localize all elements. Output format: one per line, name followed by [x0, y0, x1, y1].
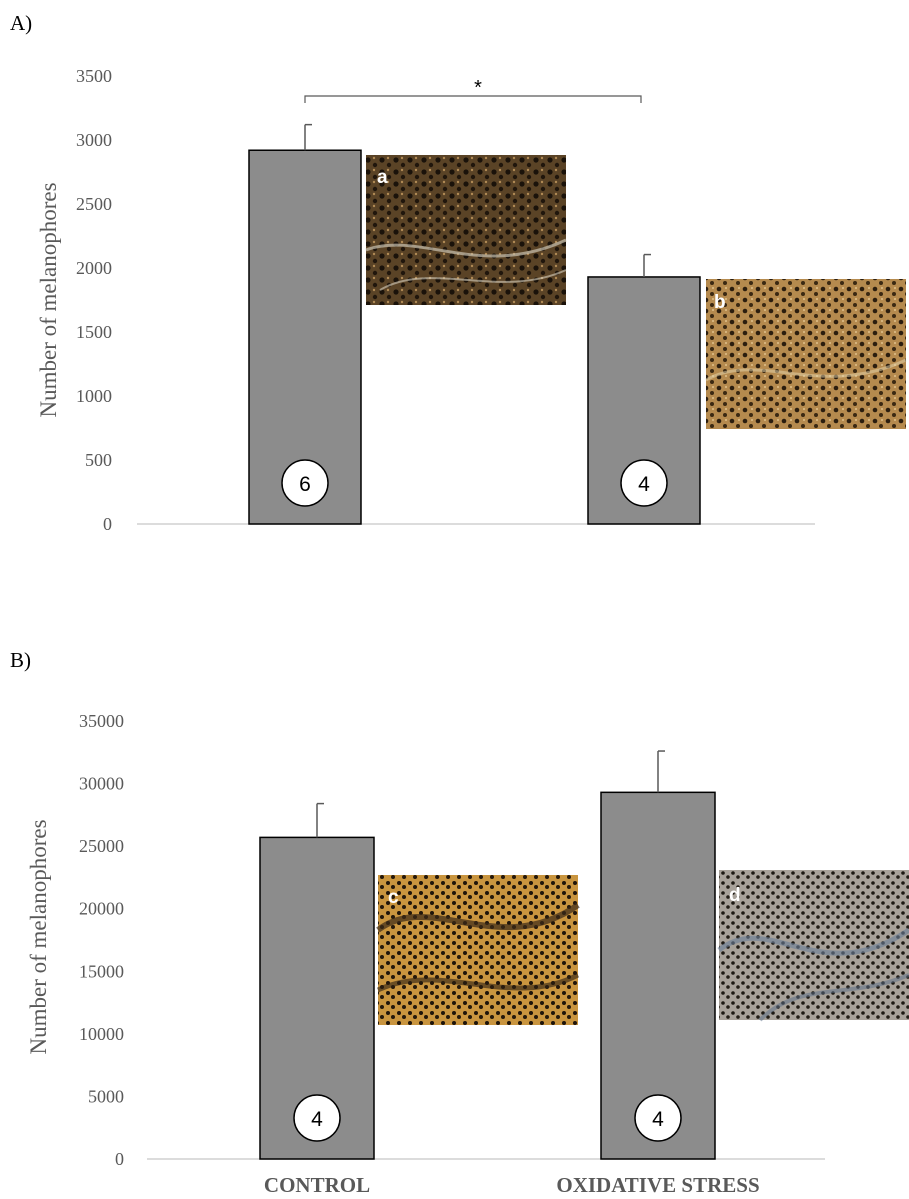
panel-b: B) 0 5000 10000 15000 20000 25000 30000 35000 N…	[10, 648, 909, 1197]
y-tick-b-10000: 10000	[79, 1024, 124, 1044]
y-tick-b-5000: 5000	[88, 1086, 124, 1106]
n-circle-a-control	[281, 459, 329, 507]
y-tick-a-1500: 1500	[76, 322, 112, 342]
y-axis-ticks-a: 0 500 1000 1500 2000 2500 3000 3500	[76, 66, 112, 534]
n-label-a-oxidative: 4	[638, 473, 650, 496]
significance-bracket	[304, 95, 642, 103]
panel-a: A) 0 500 1000 1500 2000 2500 3000 3500 Number o…	[10, 11, 907, 534]
micrograph-b: b	[705, 279, 907, 429]
x-category-control: CONTROL	[264, 1173, 370, 1197]
micrograph-d: d	[717, 870, 909, 1022]
y-tick-a-2000: 2000	[76, 258, 112, 278]
y-tick-b-0: 0	[115, 1149, 124, 1169]
n-circle-a-oxidative	[620, 459, 668, 507]
image-label-a: a	[377, 167, 388, 188]
micrograph-c: c	[376, 875, 580, 1025]
panel-label-a: A)	[10, 11, 32, 35]
y-tick-a-2500: 2500	[76, 194, 112, 214]
image-label-d: d	[729, 885, 741, 906]
y-tick-a-0: 0	[103, 514, 112, 534]
y-tick-b-30000: 30000	[79, 774, 124, 794]
n-circle-b-control	[293, 1094, 341, 1142]
y-tick-a-3500: 3500	[76, 66, 112, 86]
significance-marker: *	[474, 77, 482, 99]
panel-label-b: B)	[10, 648, 31, 672]
image-label-c: c	[388, 887, 399, 908]
y-tick-a-500: 500	[85, 450, 112, 470]
n-label-b-control: 4	[311, 1108, 323, 1131]
y-tick-b-15000: 15000	[79, 961, 124, 981]
y-tick-b-35000: 35000	[79, 711, 124, 731]
y-axis-ticks-b: 0 5000 10000 15000 20000 25000 30000 35000	[79, 711, 124, 1169]
y-tick-b-25000: 25000	[79, 836, 124, 856]
n-label-a-control: 6	[299, 473, 311, 496]
y-axis-label-a: Number of melanophores	[36, 182, 61, 417]
image-label-b: b	[714, 292, 726, 313]
y-axis-label-b: Number of melanophores	[26, 819, 51, 1054]
y-tick-a-3000: 3000	[76, 130, 112, 150]
n-label-b-oxidative: 4	[652, 1108, 664, 1131]
y-tick-a-1000: 1000	[76, 386, 112, 406]
y-tick-b-20000: 20000	[79, 899, 124, 919]
n-circle-b-oxidative	[634, 1094, 682, 1142]
bar-a-control	[248, 149, 362, 525]
micrograph-a: a	[365, 155, 567, 305]
x-category-oxidative: OXIDATIVE STRESS	[556, 1173, 759, 1197]
